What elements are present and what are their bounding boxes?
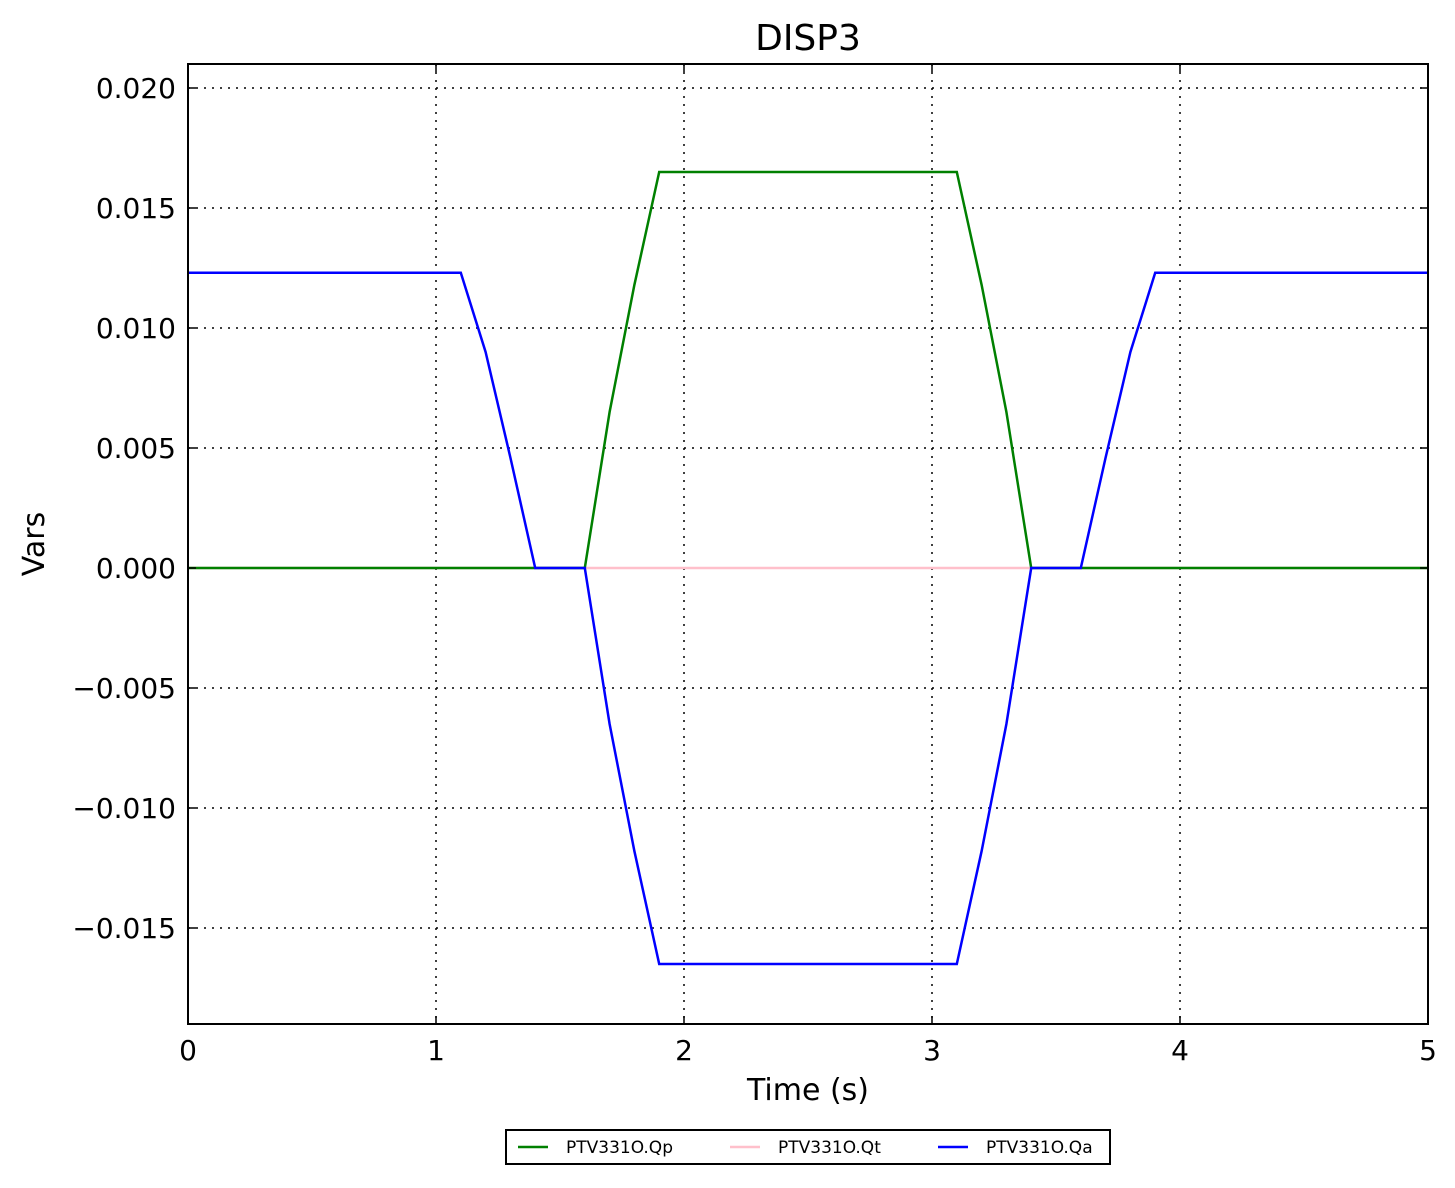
chart-title: DISP3 <box>755 18 861 59</box>
x-tick-label: 3 <box>923 1034 941 1067</box>
y-tick-label: 0.005 <box>96 432 176 465</box>
x-tick-label: 1 <box>427 1034 445 1067</box>
y-tick-label: 0.000 <box>96 552 176 585</box>
y-tick-label: 0.020 <box>96 72 176 105</box>
y-axis-label: Vars <box>17 512 52 577</box>
x-tick-label: 2 <box>675 1034 693 1067</box>
legend-box <box>505 1129 1111 1165</box>
grid <box>188 64 1428 1024</box>
plot-frame <box>187 63 1429 1025</box>
legend-label: PTV331O.Qp <box>566 1138 673 1158</box>
series-line-PTV331O.Qa <box>188 271 1428 966</box>
x-tick-label: 0 <box>179 1034 197 1067</box>
legend-label: PTV331O.Qa <box>986 1138 1093 1158</box>
x-axis-label: Time (s) <box>746 1073 869 1108</box>
series-group <box>188 170 1428 966</box>
y-tick-label: 0.010 <box>96 312 176 345</box>
y-tick-label: −0.005 <box>72 672 176 705</box>
legend-label: PTV331O.Qt <box>778 1138 881 1158</box>
ticks: 0 1 2 3 4 5 −0.015 −0.010 −0.005 0.000 0.005 0.010 0… <box>72 64 1437 1067</box>
x-tick-label: 4 <box>1171 1034 1189 1067</box>
x-tick-label: 5 <box>1419 1034 1437 1067</box>
y-tick-label: 0.015 <box>96 192 176 225</box>
y-tick-label: −0.010 <box>72 792 176 825</box>
legend: PTV331O.Qp PTV331O.Qt PTV331O.Qa <box>505 1129 1111 1165</box>
y-tick-label: −0.015 <box>72 912 176 945</box>
series-line-PTV331O.Qp <box>188 170 1428 570</box>
